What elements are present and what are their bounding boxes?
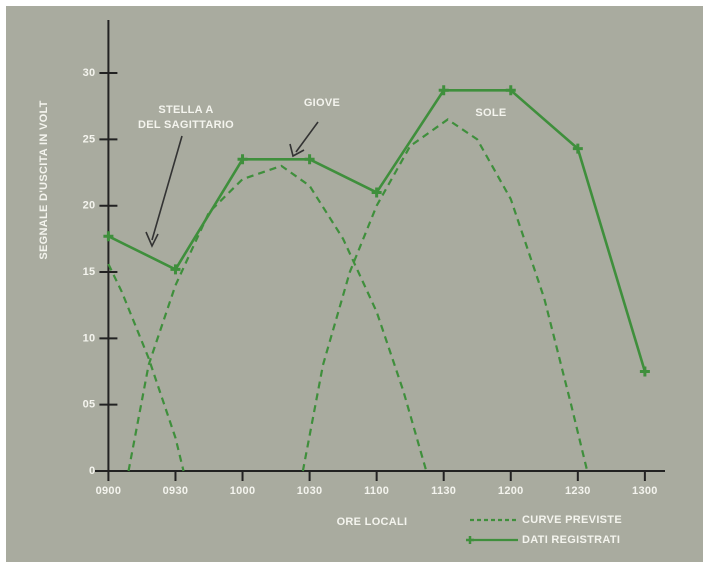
y-tick-label: 20 [83, 200, 96, 212]
annotation-arrows [145, 121, 319, 248]
y-tick-label: 15 [83, 266, 96, 278]
annotation: STELLA A [158, 104, 213, 116]
annotation: SOLE [475, 107, 506, 119]
arrow [151, 135, 183, 241]
annotation: DEL SAGITTARIO [138, 119, 234, 131]
data-marker [438, 85, 449, 96]
y-tick-label: 25 [83, 133, 96, 145]
data-marker [304, 154, 315, 165]
data-marker [572, 143, 583, 154]
arrow-head [289, 143, 305, 158]
y-tick-label: 30 [83, 67, 96, 79]
predicted-curve [301, 118, 589, 472]
data-marker [639, 366, 650, 377]
x-tick-label: 1000 [230, 485, 256, 497]
data-marker [505, 85, 516, 96]
predicted-curve [107, 263, 185, 472]
data-marker [170, 264, 181, 275]
x-tick-label: 1200 [498, 485, 524, 497]
predicted-curve [127, 164, 428, 472]
x-tick-label: 1300 [632, 485, 658, 497]
legend-marker [466, 536, 474, 544]
y-tick-label: 10 [83, 332, 96, 344]
x-axis-label: ORE LOCALI [337, 516, 408, 528]
annotation: GIOVE [304, 97, 340, 109]
y-tick-label: 0 [89, 465, 95, 477]
data-marker [103, 231, 114, 242]
legend-label: DATI REGISTRATI [522, 534, 620, 546]
arrow-head [145, 231, 159, 248]
background [6, 6, 703, 562]
data-marker [371, 187, 382, 198]
x-tick-label: 1230 [565, 485, 591, 497]
arrow [295, 121, 319, 153]
data-marker [237, 154, 248, 165]
x-tick-label: 0930 [163, 485, 189, 497]
legend-label: CURVE PREVISTE [522, 514, 622, 526]
x-tick-label: 1030 [297, 485, 323, 497]
x-tick-label: 0900 [96, 485, 122, 497]
x-tick-label: 1100 [364, 485, 389, 497]
y-axis-label: SEGNALE D'USCITA IN VOLT [38, 100, 50, 259]
y-tick-label: 05 [83, 399, 96, 411]
x-tick-label: 1130 [431, 485, 456, 497]
